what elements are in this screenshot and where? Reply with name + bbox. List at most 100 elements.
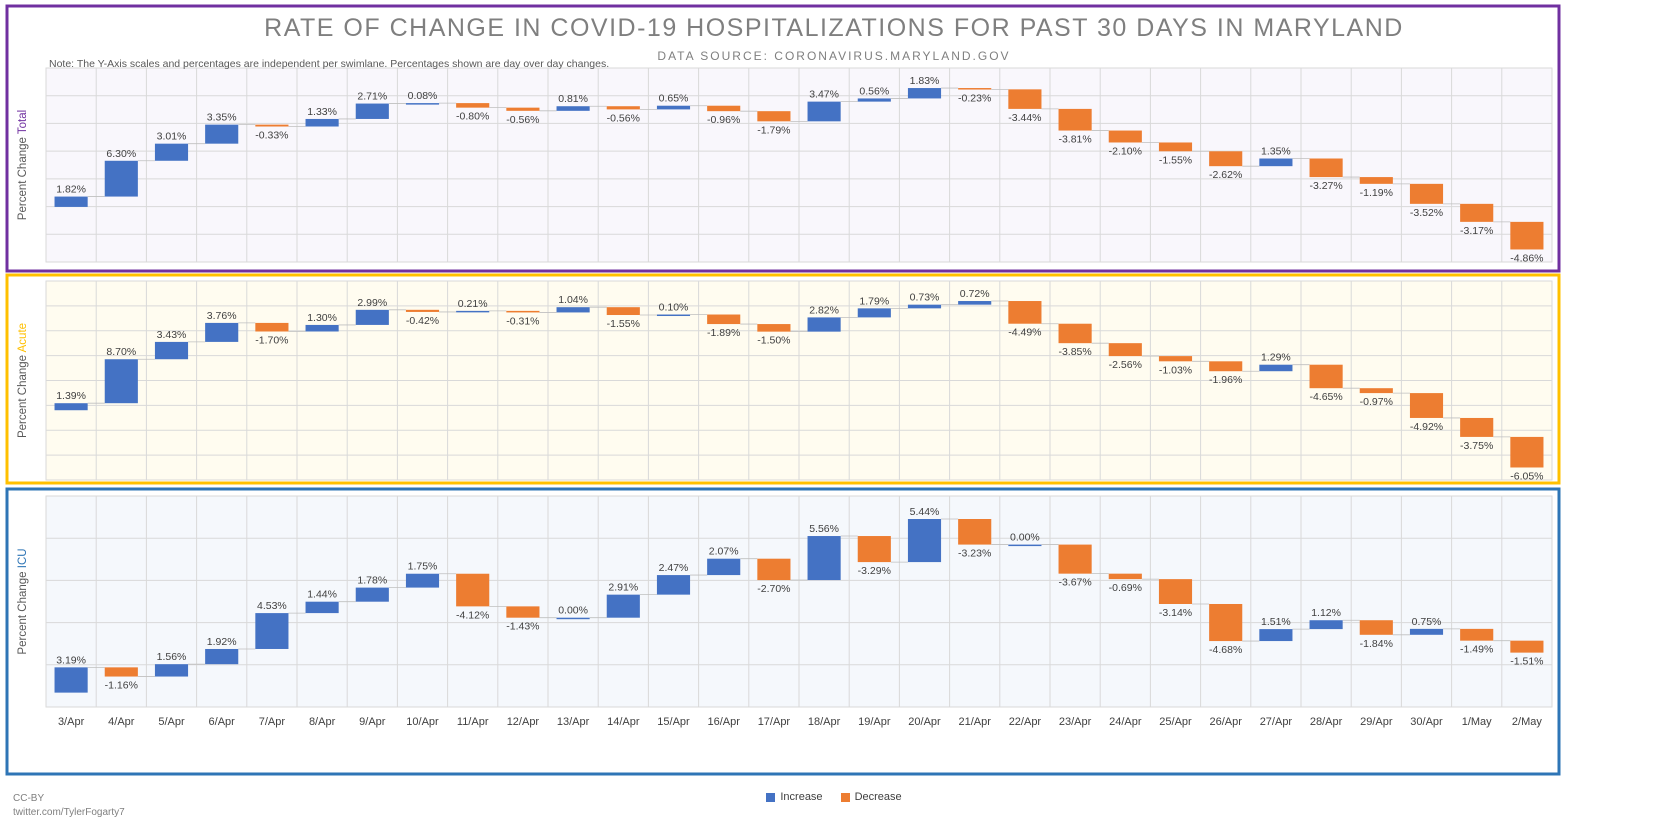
bar-icu-1/May [1460, 628, 1494, 641]
bar-icu-21/Apr [958, 519, 992, 545]
x-tick-label: 22/Apr [1009, 716, 1042, 728]
bar-acute-6/Apr [205, 322, 239, 342]
data-label: 0.00% [1010, 532, 1040, 544]
data-label: -0.56% [506, 114, 539, 126]
data-label: 1.75% [408, 561, 438, 573]
data-label: -4.68% [1209, 644, 1242, 656]
bar-icu-16/Apr [707, 558, 741, 576]
bar-total-21/Apr [958, 88, 992, 90]
x-tick-label: 23/Apr [1059, 716, 1092, 728]
chart-note: Note: The Y-Axis scales and percentages … [49, 58, 610, 70]
bar-icu-18/Apr [807, 536, 841, 581]
swimlane-icu-frame [5, 487, 1561, 776]
data-label: -0.96% [707, 114, 740, 126]
bar-acute-18/Apr [807, 317, 841, 332]
bar-icu-2/May [1510, 640, 1544, 653]
bar-acute-8/Apr [305, 324, 339, 332]
data-label: -2.56% [1109, 359, 1142, 371]
data-label: 1.04% [558, 294, 588, 306]
x-tick-label: 19/Apr [858, 716, 891, 728]
data-label: 1.83% [910, 75, 940, 87]
data-label: -1.79% [757, 124, 790, 136]
data-label: 1.56% [157, 651, 187, 663]
y-axis-title-acute: Percent Change Acute [17, 323, 29, 438]
x-tick-label: 16/Apr [707, 716, 740, 728]
data-label: -2.62% [1209, 169, 1242, 181]
bar-acute-15/Apr [656, 314, 691, 317]
bar-acute-21/Apr [958, 301, 992, 305]
bar-total-9/Apr [355, 103, 389, 119]
data-label: 1.92% [207, 636, 237, 648]
credit: CC-BY twitter.com/TylerFogarty7 [13, 792, 125, 820]
bar-total-6/Apr [205, 124, 239, 144]
data-label: 2.82% [809, 304, 839, 316]
data-label: -0.42% [406, 315, 439, 327]
data-label: 6.30% [106, 148, 136, 160]
data-label: 3.76% [207, 310, 237, 322]
x-tick-label: 1/May [1462, 716, 1492, 728]
bar-total-10/Apr [405, 103, 440, 105]
bar-icu-4/Apr [104, 667, 138, 677]
y-axis-title-prefix: Percent Change [17, 134, 29, 220]
data-label: -2.10% [1109, 145, 1142, 157]
data-label: -3.44% [1008, 112, 1041, 124]
bar-acute-1/May [1460, 417, 1494, 437]
y-axis-title-lane-name: Acute [17, 323, 29, 352]
data-label: 0.73% [910, 292, 940, 304]
bar-acute-23/Apr [1058, 323, 1092, 344]
data-label: 3.47% [809, 89, 839, 101]
bar-icu-26/Apr [1209, 603, 1243, 642]
bar-total-13/Apr [556, 106, 590, 111]
x-tick-label: 24/Apr [1109, 716, 1142, 728]
bar-total-20/Apr [907, 88, 942, 99]
x-tick-label: 29/Apr [1360, 716, 1393, 728]
data-label: -4.49% [1008, 327, 1041, 339]
bar-icu-14/Apr [606, 594, 640, 618]
x-tick-label: 7/Apr [259, 716, 286, 728]
data-label: 0.65% [659, 93, 689, 105]
bar-total-12/Apr [506, 107, 540, 111]
data-label: 8.70% [106, 346, 136, 358]
y-axis-title-prefix: Percent Change [17, 568, 29, 654]
data-label: -3.81% [1058, 134, 1091, 146]
data-label: -1.55% [1159, 154, 1192, 166]
bar-acute-27/Apr [1259, 364, 1293, 372]
data-label: -3.67% [1058, 577, 1091, 589]
bar-total-4/Apr [104, 160, 138, 197]
data-label: 1.82% [56, 184, 86, 196]
data-label: 0.21% [458, 298, 488, 310]
bar-icu-27/Apr [1259, 629, 1293, 642]
x-tick-label: 15/Apr [657, 716, 690, 728]
bar-icu-29/Apr [1359, 620, 1393, 635]
bar-total-22/Apr [1008, 89, 1042, 109]
y-axis-title-prefix: Percent Change [17, 352, 29, 438]
data-label: 0.56% [859, 85, 889, 97]
data-label: 0.10% [659, 302, 689, 314]
y-axis-title-lane-name: ICU [17, 548, 29, 568]
bar-total-16/Apr [707, 105, 741, 112]
data-label: -0.33% [255, 130, 288, 142]
x-tick-label: 27/Apr [1260, 716, 1293, 728]
bar-acute-13/Apr [556, 307, 590, 313]
bar-acute-29/Apr [1359, 388, 1393, 394]
bar-total-15/Apr [656, 105, 691, 110]
data-label: 5.44% [910, 506, 940, 518]
bar-icu-9/Apr [355, 587, 389, 602]
x-tick-label: 20/Apr [908, 716, 941, 728]
legend-label-decrease: Decrease [854, 791, 902, 803]
bar-icu-5/Apr [154, 664, 189, 677]
x-tick-label: 18/Apr [808, 716, 841, 728]
legend-item-decrease: Decrease [840, 791, 902, 803]
data-label: 2.99% [357, 297, 387, 309]
bar-total-25/Apr [1158, 142, 1193, 152]
bar-total-11/Apr [456, 103, 490, 108]
x-tick-label: 14/Apr [607, 716, 640, 728]
bar-acute-3/Apr [54, 403, 88, 411]
x-tick-label: 8/Apr [309, 716, 336, 728]
bar-icu-28/Apr [1309, 620, 1343, 630]
bar-total-1/May [1460, 203, 1494, 222]
bar-acute-11/Apr [456, 310, 490, 313]
data-label: -3.52% [1410, 207, 1443, 219]
data-label: -1.49% [1460, 644, 1493, 656]
